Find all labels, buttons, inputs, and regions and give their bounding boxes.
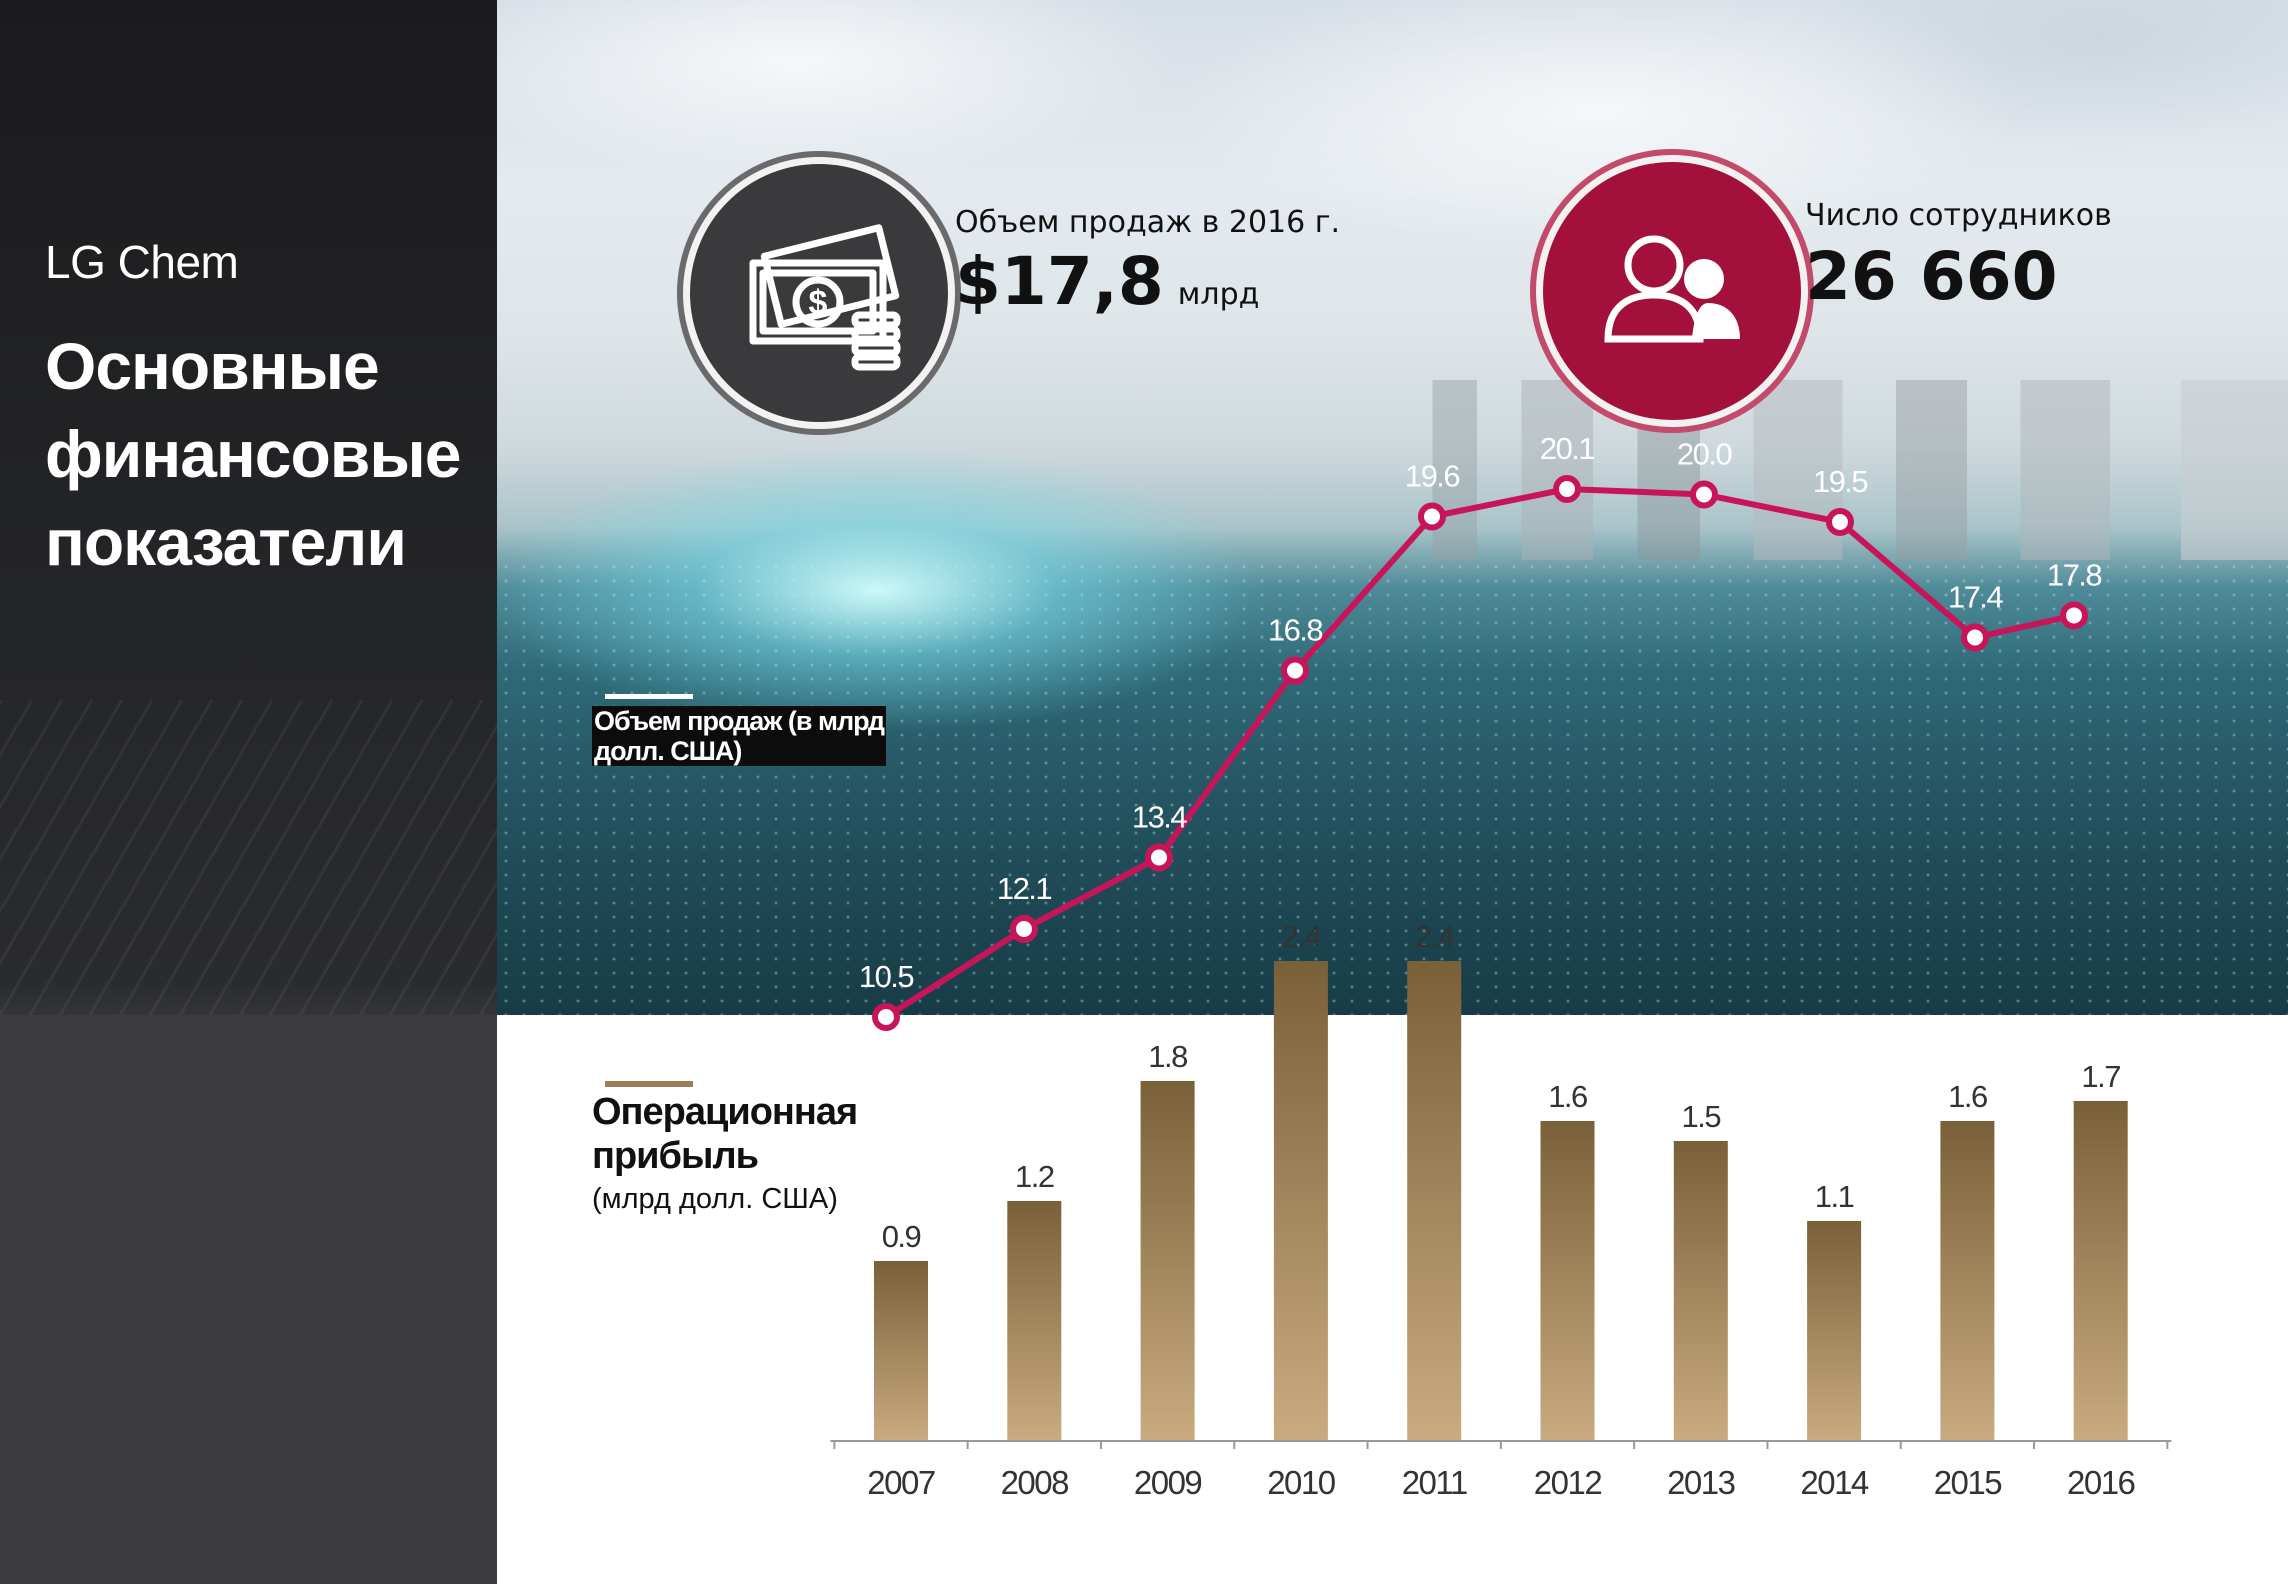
x-tick-label: 2007 [867, 1464, 935, 1501]
sales-point-label: 19.5 [1813, 464, 1868, 499]
profit-bar [2073, 1101, 2128, 1441]
profit-bar [1940, 1121, 1995, 1441]
sales-line [884, 486, 2075, 1020]
profit-bar-label: 1.6 [1548, 1079, 1587, 1114]
profit-bar-label: 0.9 [882, 1219, 921, 1254]
people-icon [1604, 235, 1740, 343]
sales-point-label: 19.6 [1405, 459, 1460, 494]
profit-legend-swatch [605, 1081, 693, 1087]
profit-bar [1007, 1201, 1062, 1441]
sales-kpi-circle: $ [683, 157, 955, 429]
sales-point [1145, 843, 1173, 872]
employees-kpi-circle [1536, 155, 1808, 427]
sales-point [872, 1003, 900, 1031]
sales-point-label: 20.0 [1677, 437, 1733, 472]
x-tick-label: 2009 [1134, 1464, 1202, 1501]
employees-kpi-label: Число сотрудников [1805, 198, 2112, 233]
profit-bar [1407, 961, 1462, 1441]
sales-point [1690, 480, 1718, 509]
x-tick-label: 2014 [1800, 1464, 1869, 1501]
x-tick-label: 2015 [1934, 1464, 2002, 1501]
profit-bar-label: 1.8 [1148, 1039, 1187, 1074]
sales-legend-line: долл. США) [594, 736, 742, 766]
sales-point [1826, 508, 1854, 536]
profit-bar-label: 2.4 [1282, 919, 1322, 954]
profit-bar [1807, 1221, 1862, 1441]
money-icon: $ [749, 224, 901, 371]
sales-point-label: 20.1 [1540, 431, 1595, 466]
page-title-line: показатели [45, 505, 407, 579]
profit-bar-label: 2.4 [1415, 919, 1455, 954]
profit-bar-label: 1.1 [1815, 1179, 1854, 1214]
profit-bar-label: 1.5 [1681, 1099, 1720, 1134]
profit-bar-label: 1.7 [2081, 1059, 2120, 1094]
sales-point [1281, 656, 1309, 685]
profit-bar [1273, 961, 1328, 1441]
x-tick-label: 2016 [2067, 1464, 2135, 1501]
profit-bar [1540, 1121, 1595, 1441]
profit-legend-title: Операционная прибыль [592, 1090, 858, 1178]
employees-kpi-value: 26 660 [1805, 238, 2058, 315]
sales-point-label: 13.4 [1132, 800, 1188, 835]
profit-bars: 0.9 1.2 1.8 2.4 2.4 1.6 1.5 1.1 1.6 1.7 [874, 919, 2128, 1441]
sales-point-label: 17.4 [1948, 580, 2004, 615]
x-axis: 2007 2008 2009 2010 2011 2012 2013 2014 2015 2016 [830, 1440, 2172, 1501]
sales-legend-line: Объем продаж (в млрд [594, 706, 885, 736]
sales-point-label: 16.8 [1268, 613, 1323, 648]
sales-kpi-label: Объем продаж в 2016 г. [955, 205, 1341, 240]
panel-bottom-block [0, 1015, 497, 1584]
profit-legend-line: Операционная [592, 1091, 858, 1133]
sales-point-label: 17.8 [2047, 558, 2102, 593]
sales-line-series: 10.5 12.1 13.4 16.8 19.6 20.1 20.0 19.5 17.4 17.8 [859, 431, 2103, 1031]
profit-bar-label: 1.6 [1948, 1079, 1987, 1114]
sales-kpi-number: $17,8 [955, 243, 1164, 320]
profit-bar-label: 1.2 [1015, 1159, 1054, 1194]
x-tick-label: 2008 [1001, 1464, 1069, 1501]
sales-legend-swatch [605, 694, 693, 699]
profit-legend-line: прибыль [592, 1135, 759, 1177]
x-tick-label: 2011 [1402, 1464, 1467, 1501]
sales-point-label: 12.1 [997, 871, 1052, 906]
page-title-line: финансовые [45, 417, 461, 491]
x-tick-label: 2012 [1534, 1464, 1602, 1501]
sales-point [1010, 915, 1038, 943]
sales-kpi-value: $17,8 млрд [955, 243, 1259, 320]
profit-bar [1673, 1141, 1728, 1441]
profit-bar [1140, 1081, 1195, 1441]
sales-kpi-unit: млрд [1177, 277, 1260, 312]
svg-text:$: $ [809, 284, 828, 322]
sales-point [1553, 475, 1581, 503]
brand-name: LG Chem [45, 236, 239, 288]
sales-point [1961, 623, 1989, 652]
sales-point [2060, 601, 2088, 630]
sales-point [1418, 502, 1446, 531]
x-tick-label: 2010 [1267, 1464, 1336, 1501]
sales-point-label: 10.5 [859, 959, 914, 994]
page-title-line: Основные [45, 329, 380, 403]
profit-legend-unit: (млрд долл. США) [592, 1183, 838, 1215]
sales-legend-label: Объем продаж (в млрд долл. США) [592, 706, 887, 766]
panel-texture [0, 700, 497, 1020]
x-tick-label: 2013 [1667, 1464, 1735, 1501]
page-title: Основные финансовые показатели [45, 322, 461, 586]
left-panel: LG Chem Основные финансовые показатели [0, 0, 497, 1584]
profit-bar [874, 1261, 928, 1441]
